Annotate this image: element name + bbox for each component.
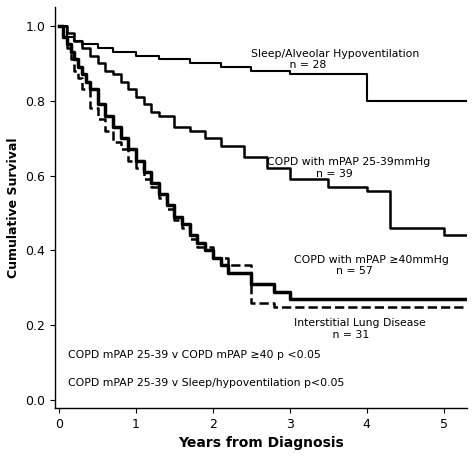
Text: COPD mPAP 25-39 v COPD mPAP ≥40 p <0.05: COPD mPAP 25-39 v COPD mPAP ≥40 p <0.05 xyxy=(68,350,320,360)
Text: Interstitial Lung Disease
           n = 31: Interstitial Lung Disease n = 31 xyxy=(293,319,425,340)
X-axis label: Years from Diagnosis: Years from Diagnosis xyxy=(178,436,344,450)
Text: Sleep/Alveolar Hypoventilation
           n = 28: Sleep/Alveolar Hypoventilation n = 28 xyxy=(251,48,419,70)
Text: COPD with mPAP 25-39mmHg
              n = 39: COPD with mPAP 25-39mmHg n = 39 xyxy=(267,157,430,179)
Text: COPD mPAP 25-39 v Sleep/hypoventilation p<0.05: COPD mPAP 25-39 v Sleep/hypoventilation … xyxy=(68,378,344,388)
Text: COPD with mPAP ≥40mmHg
            n = 57: COPD with mPAP ≥40mmHg n = 57 xyxy=(293,255,448,276)
Y-axis label: Cumulative Survival: Cumulative Survival xyxy=(7,137,20,277)
